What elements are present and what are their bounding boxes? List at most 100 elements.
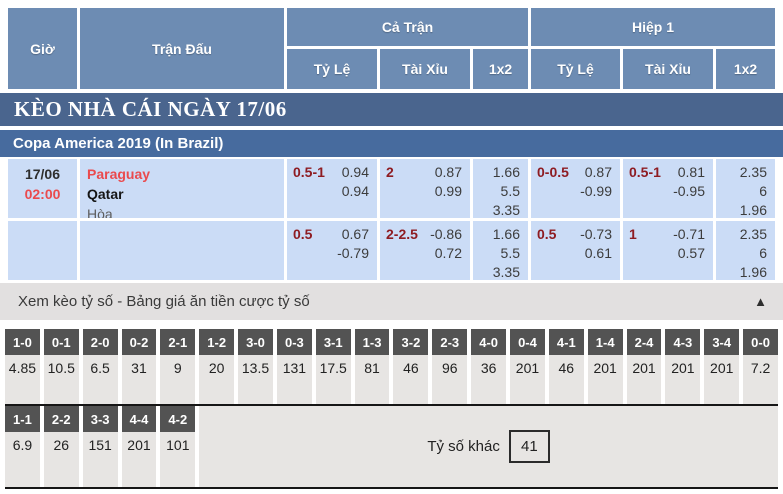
score-cell[interactable]: 2-2 26 [43, 406, 79, 487]
odds-value: 5.5 [500, 245, 520, 261]
ft-overunder-odds-r1[interactable]: 2 0.87 0.99 [380, 159, 470, 218]
score-cell[interactable]: 3-1 17.5 [315, 329, 351, 404]
ft-handicap-odds-r2[interactable]: 0.5 0.67 -0.79 [287, 221, 377, 280]
ft-1x2-odds-r1[interactable]: 1.66 5.5 3.35 [473, 159, 528, 218]
odds-value: 0.94 [341, 183, 369, 199]
odds-value: 0.61 [584, 245, 612, 261]
handicap-line: 0-0.5 [537, 164, 569, 180]
score-cell[interactable]: 4-2 101 [160, 406, 196, 487]
ft-overunder-odds-r2[interactable]: 2-2.5 -0.86 0.72 [380, 221, 470, 280]
match-time-cell-empty [8, 221, 77, 280]
draw-label: Hòa [87, 206, 113, 218]
score-grid-row1: 1-0 4.85 0-1 10.5 2-0 6.5 0-2 31 2-1 9 1-2 20 … [5, 329, 778, 404]
odds-value: -0.95 [673, 183, 705, 199]
score-cell[interactable]: 4-3 201 [665, 329, 701, 404]
header-h1-overunder: Tài Xỉu [623, 49, 713, 89]
header-ft-overunder: Tài Xỉu [380, 49, 470, 89]
odds-value: 0.87 [584, 164, 612, 180]
match-teams-cell-empty [80, 221, 284, 280]
score-cell[interactable]: 4-0 36 [471, 329, 507, 404]
score-cell[interactable]: 0-4 201 [510, 329, 545, 404]
odds-value: 0.81 [677, 164, 705, 180]
handicap-line: 0.5 [537, 226, 557, 242]
other-score-label: Tỷ số khác [427, 438, 500, 455]
score-cell[interactable]: 2-0 6.5 [82, 329, 118, 404]
score-cell[interactable]: 2-4 201 [626, 329, 662, 404]
handicap-line: 0.5-1 [629, 164, 661, 180]
score-cell[interactable]: 3-4 201 [704, 329, 740, 404]
odds-value: 6 [759, 183, 767, 199]
odds-value: 1.66 [492, 164, 520, 180]
score-cell[interactable]: 2-3 96 [432, 329, 468, 404]
score-panel-toggle[interactable]: Xem kèo tỷ số - Bảng giá ăn tiền cược tỷ… [0, 283, 783, 320]
collapse-arrow-icon[interactable]: ▲ [754, 294, 767, 309]
h1-handicap-odds-r1[interactable]: 0-0.5 0.87 -0.99 [531, 159, 620, 218]
score-cell[interactable]: 4-4 201 [121, 406, 157, 487]
h1-1x2-odds-r2[interactable]: 2.35 6 1.96 [716, 221, 775, 280]
handicap-line: 2 [386, 164, 394, 180]
home-team: Paraguay [87, 166, 151, 182]
odds-value: 0.87 [434, 164, 462, 180]
score-cell[interactable]: 1-2 20 [199, 329, 235, 404]
odds-value: 2.35 [739, 164, 767, 180]
odds-value: -0.71 [673, 226, 705, 242]
odds-value: 2.35 [739, 226, 767, 242]
score-cell[interactable]: 4-1 46 [548, 329, 584, 404]
header-match: Trận Đấu [80, 8, 284, 89]
handicap-line: 0.5 [293, 226, 313, 242]
away-team: Qatar [87, 186, 124, 202]
header-ft-handicap: Tỷ Lệ [287, 49, 377, 89]
score-cell[interactable]: 3-0 13.5 [238, 329, 273, 404]
score-cell[interactable]: 0-2 31 [121, 329, 157, 404]
score-cell[interactable]: 0-1 10.5 [43, 329, 79, 404]
odds-value: 1.96 [739, 264, 767, 280]
other-score-block: Tỷ số khác 41 [199, 406, 778, 487]
header-ft-1x2: 1x2 [473, 49, 528, 89]
match-date: 17/06 [24, 166, 61, 182]
odds-value: -0.99 [580, 183, 612, 199]
odds-value: 0.57 [677, 245, 705, 261]
score-odds-panel: 1-0 4.85 0-1 10.5 2-0 6.5 0-2 31 2-1 9 1-2 20 … [5, 329, 778, 489]
odds-table-header: Giờ Trận Đấu Cả Trận Hiệp 1 Tỷ Lệ Tài Xỉ… [8, 8, 775, 89]
odds-value: 5.5 [500, 183, 520, 199]
other-score-odds-box[interactable]: 41 [508, 430, 550, 463]
header-h1-handicap: Tỷ Lệ [531, 49, 620, 89]
score-cell[interactable]: 0-3 131 [276, 329, 312, 404]
handicap-line: 0.5-1 [293, 164, 325, 180]
score-cell[interactable]: 1-4 201 [587, 329, 623, 404]
league-title: Copa America 2019 (In Brazil) [13, 135, 224, 152]
ft-handicap-odds-r1[interactable]: 0.5-1 0.94 0.94 [287, 159, 377, 218]
score-cell[interactable]: 1-3 81 [354, 329, 390, 404]
score-cell[interactable]: 3-3 151 [82, 406, 118, 487]
odds-value: 6 [759, 245, 767, 261]
section-title: KÈO NHÀ CÁI NGÀY 17/06 [14, 97, 287, 121]
h1-1x2-odds-r1[interactable]: 2.35 6 1.96 [716, 159, 775, 218]
match-time-cell: 17/06 02:00 [8, 159, 77, 218]
odds-value: 3.35 [492, 202, 520, 218]
h1-overunder-odds-r1[interactable]: 0.5-1 0.81 -0.95 [623, 159, 713, 218]
odds-value: 0.67 [341, 226, 369, 242]
score-grid-row2: 1-1 6.9 2-2 26 3-3 151 4-4 201 4-2 101 Tỷ số … [5, 406, 778, 487]
odds-value: -0.73 [580, 226, 612, 242]
odds-value: -0.86 [430, 226, 462, 242]
score-cell[interactable]: 3-2 46 [393, 329, 429, 404]
handicap-line: 2-2.5 [386, 226, 418, 242]
odds-value: 0.99 [434, 183, 462, 199]
score-cell[interactable]: 2-1 9 [160, 329, 196, 404]
score-grid-divider [5, 404, 778, 406]
h1-handicap-odds-r2[interactable]: 0.5 -0.73 0.61 [531, 221, 620, 280]
header-time: Giờ [8, 8, 77, 89]
handicap-line: 1 [629, 226, 637, 242]
header-h1-1x2: 1x2 [716, 49, 775, 89]
ft-1x2-odds-r2[interactable]: 1.66 5.5 3.35 [473, 221, 528, 280]
header-full-time-group: Cả Trận [287, 8, 528, 46]
odds-value: -0.79 [337, 245, 369, 261]
score-cell[interactable]: 0-0 7.2 [743, 329, 778, 404]
odds-value: 0.94 [341, 164, 369, 180]
match-teams-cell: Paraguay Qatar Hòa [80, 159, 284, 218]
score-cell[interactable]: 1-0 4.85 [5, 329, 40, 404]
score-cell[interactable]: 1-1 6.9 [5, 406, 40, 487]
h1-overunder-odds-r2[interactable]: 1 -0.71 0.57 [623, 221, 713, 280]
section-title-bar: KÈO NHÀ CÁI NGÀY 17/06 [0, 93, 783, 126]
